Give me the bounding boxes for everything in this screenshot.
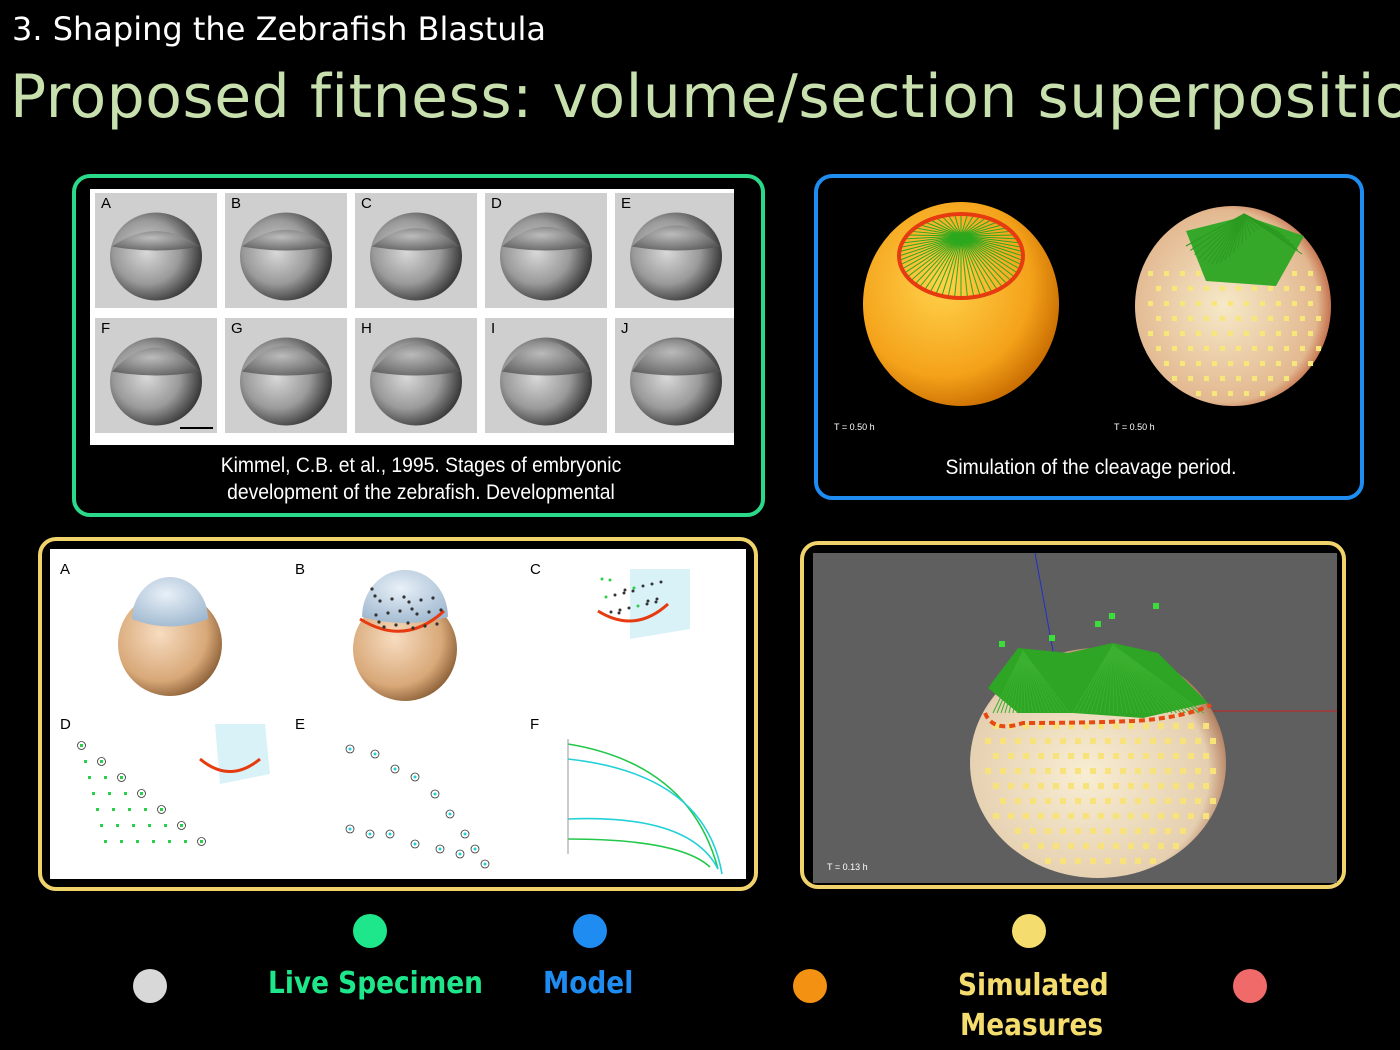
photo-label: F bbox=[101, 320, 110, 337]
yolk-cap-sphere-b bbox=[353, 569, 457, 701]
live-specimen-panel: A B C D E F G H I J Kimmel, C.B. et al., 1995. St… bbox=[72, 174, 765, 517]
embryo-photo-j: J bbox=[615, 318, 734, 433]
photo-label: A bbox=[101, 195, 111, 212]
photo-label: G bbox=[231, 320, 243, 337]
section-scatter-d bbox=[77, 724, 270, 846]
embryo-stage-photo-grid: A B C D E F G H I J bbox=[90, 189, 734, 445]
embryo-photo-b: B bbox=[225, 193, 347, 308]
photo-label: H bbox=[361, 320, 372, 337]
section-scatter-e bbox=[345, 744, 490, 869]
red-dot bbox=[1233, 969, 1267, 1003]
orange-embryo-model bbox=[863, 202, 1059, 406]
simulated-embryo-render: T = 0.13 h bbox=[813, 553, 1337, 883]
embryo-photo-d: D bbox=[485, 193, 607, 308]
render-time: T = 0.13 h bbox=[827, 862, 868, 872]
simulation-render-panel: T = 0.13 h bbox=[800, 541, 1346, 889]
photo-label: J bbox=[621, 320, 629, 337]
photo-label: E bbox=[621, 195, 631, 212]
embryo-photo-e: E bbox=[615, 193, 734, 308]
mesh-embryo-model bbox=[1135, 206, 1331, 406]
subfigure-label: B bbox=[295, 561, 305, 578]
embryo-photo-g: G bbox=[225, 318, 347, 433]
orange-dot bbox=[793, 969, 827, 1003]
embryo-photo-f: F bbox=[95, 318, 217, 433]
model-label: Model bbox=[543, 966, 634, 1001]
photo-label: C bbox=[361, 195, 372, 212]
embryo-photo-a: A bbox=[95, 193, 217, 308]
model-time-right: T = 0.50 h bbox=[1114, 422, 1155, 432]
slide-title: Proposed fitness: volume/section superpo… bbox=[10, 62, 1400, 132]
embryo-photo-i: I bbox=[485, 318, 607, 433]
subfigure-label: C bbox=[530, 561, 541, 578]
section-superposition-panel: A B C D E F bbox=[38, 537, 758, 891]
superposition-figure: A B C D E F bbox=[50, 549, 746, 879]
subfigure-label: D bbox=[60, 716, 71, 733]
cleavage-simulation-render: T = 0.50 h T = 0.50 h bbox=[834, 202, 1331, 432]
yolk-cap-sphere-a bbox=[118, 577, 222, 696]
subfigure-label: F bbox=[530, 716, 539, 733]
embryo-photo-h: H bbox=[355, 318, 477, 433]
section-plane-c bbox=[597, 569, 690, 639]
photo-label: D bbox=[491, 195, 502, 212]
model-dot bbox=[573, 914, 607, 948]
grey-dot bbox=[133, 969, 167, 1003]
subfigure-label: A bbox=[60, 561, 70, 578]
citation-line-1: Kimmel, C.B. et al., 1995. Stages of emb… bbox=[220, 454, 622, 477]
model-caption: Simulation of the cleavage period. bbox=[945, 456, 1237, 479]
section-title: 3. Shaping the Zebrafish Blastula bbox=[12, 10, 546, 48]
model-panel: T = 0.50 h T = 0.50 h Simulation of the … bbox=[814, 174, 1364, 500]
live-specimen-dot bbox=[353, 914, 387, 948]
model-time-left: T = 0.50 h bbox=[834, 422, 875, 432]
citation-line-2: development of the zebrafish. Developmen… bbox=[227, 481, 615, 504]
embryo-photo-c: C bbox=[355, 193, 477, 308]
simulated-label: Simulated bbox=[958, 968, 1109, 1003]
live-specimen-label: Live Specimen bbox=[268, 966, 483, 1001]
photo-label: B bbox=[231, 195, 241, 212]
measures-label: Measures bbox=[960, 1008, 1104, 1043]
subfigure-label: E bbox=[295, 716, 305, 733]
profile-curves-f bbox=[567, 739, 723, 875]
photo-label: I bbox=[491, 320, 495, 337]
simulated-measures-dot bbox=[1012, 914, 1046, 948]
